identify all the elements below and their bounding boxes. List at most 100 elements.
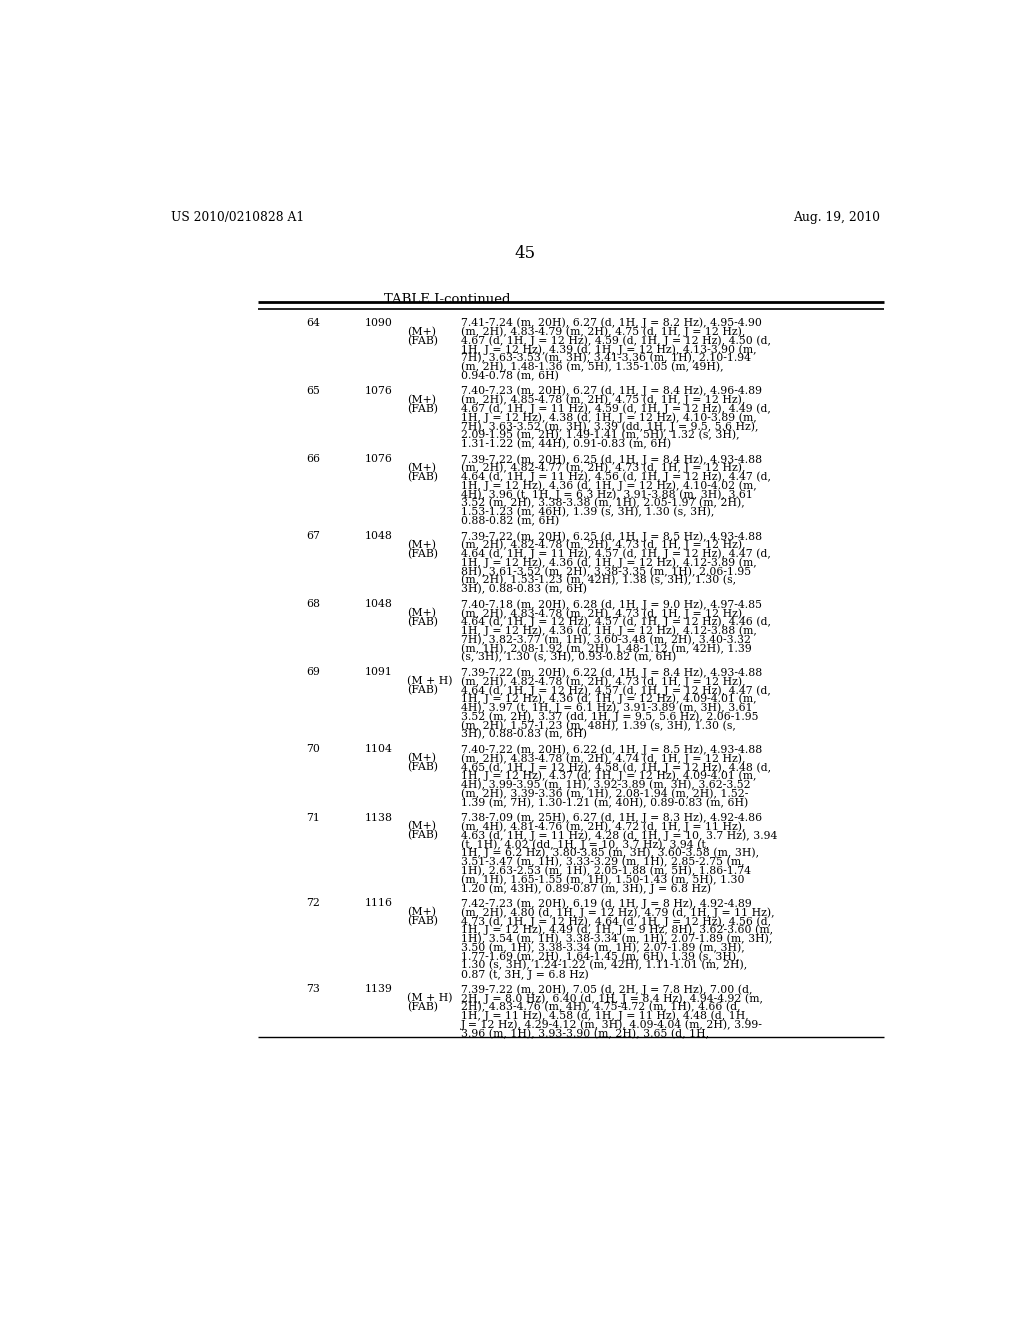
Text: 1091: 1091 bbox=[365, 668, 392, 677]
Text: (M + H): (M + H) bbox=[407, 676, 453, 686]
Text: 4H), 3.97 (t, 1H, J = 6.1 Hz), 3.91-3.89 (m, 3H), 3.61: 4H), 3.97 (t, 1H, J = 6.1 Hz), 3.91-3.89… bbox=[461, 702, 753, 713]
Text: 1138: 1138 bbox=[365, 813, 392, 822]
Text: 66: 66 bbox=[306, 454, 321, 465]
Text: (m, 2H), 4.82-4.77 (m, 2H), 4.73 (d, 1H, J = 12 Hz),: (m, 2H), 4.82-4.77 (m, 2H), 4.73 (d, 1H,… bbox=[461, 463, 745, 474]
Text: (m, 2H), 4.83-4.79 (m, 2H), 4.75 (d, 1H, J = 12 Hz),: (m, 2H), 4.83-4.79 (m, 2H), 4.75 (d, 1H,… bbox=[461, 326, 745, 337]
Text: (M+): (M+) bbox=[407, 540, 436, 550]
Text: 1H), 2.63-2.53 (m, 1H), 2.05-1.88 (m, 5H), 1.86-1.74: 1H), 2.63-2.53 (m, 1H), 2.05-1.88 (m, 5H… bbox=[461, 866, 752, 876]
Text: 7.39-7.22 (m, 20H), 7.05 (d, 2H, J = 7.8 Hz), 7.00 (d,: 7.39-7.22 (m, 20H), 7.05 (d, 2H, J = 7.8… bbox=[461, 985, 753, 995]
Text: 1H, J = 12 Hz), 4.36 (d, 1H, J = 12 Hz), 4.10-4.02 (m,: 1H, J = 12 Hz), 4.36 (d, 1H, J = 12 Hz),… bbox=[461, 480, 757, 491]
Text: 1048: 1048 bbox=[365, 599, 392, 610]
Text: 1H, J = 12 Hz), 4.36 (d, 1H, J = 12 Hz), 4.09-4.01 (m,: 1H, J = 12 Hz), 4.36 (d, 1H, J = 12 Hz),… bbox=[461, 694, 757, 705]
Text: 1139: 1139 bbox=[365, 985, 392, 994]
Text: (FAB): (FAB) bbox=[407, 916, 438, 927]
Text: 71: 71 bbox=[306, 813, 321, 822]
Text: 7H), 3.63-3.52 (m, 3H), 3.39 (dd, 1H, J = 9.5, 5.6 Hz),: 7H), 3.63-3.52 (m, 3H), 3.39 (dd, 1H, J … bbox=[461, 421, 759, 432]
Text: US 2010/0210828 A1: US 2010/0210828 A1 bbox=[171, 211, 304, 224]
Text: (m, 2H), 1.57-1.23 (m, 48H), 1.39 (s, 3H), 1.30 (s,: (m, 2H), 1.57-1.23 (m, 48H), 1.39 (s, 3H… bbox=[461, 721, 736, 731]
Text: 3.52 (m, 2H), 3.37 (dd, 1H, J = 9.5, 5.6 Hz), 2.06-1.95: 3.52 (m, 2H), 3.37 (dd, 1H, J = 9.5, 5.6… bbox=[461, 711, 759, 722]
Text: 1.53-1.23 (m, 46H), 1.39 (s, 3H), 1.30 (s, 3H),: 1.53-1.23 (m, 46H), 1.39 (s, 3H), 1.30 (… bbox=[461, 507, 715, 517]
Text: 3.52 (m, 2H), 3.38-3.38 (m, 1H), 2.05-1.97 (m, 2H),: 3.52 (m, 2H), 3.38-3.38 (m, 1H), 2.05-1.… bbox=[461, 499, 745, 508]
Text: 4.64 (d, 1H, J = 11 Hz), 4.56 (d, 1H, J = 12 Hz), 4.47 (d,: 4.64 (d, 1H, J = 11 Hz), 4.56 (d, 1H, J … bbox=[461, 471, 771, 482]
Text: 1H, J = 12 Hz), 4.36 (d, 1H, J = 12 Hz), 4.12-3.88 (m,: 1H, J = 12 Hz), 4.36 (d, 1H, J = 12 Hz),… bbox=[461, 626, 757, 636]
Text: 7.40-7.18 (m, 20H), 6.28 (d, 1H, J = 9.0 Hz), 4.97-4.85: 7.40-7.18 (m, 20H), 6.28 (d, 1H, J = 9.0… bbox=[461, 599, 762, 610]
Text: (FAB): (FAB) bbox=[407, 335, 438, 346]
Text: 3H), 0.88-0.83 (m, 6H): 3H), 0.88-0.83 (m, 6H) bbox=[461, 730, 587, 739]
Text: 1.39 (m, 7H), 1.30-1.21 (m, 40H), 0.89-0.83 (m, 6H): 1.39 (m, 7H), 1.30-1.21 (m, 40H), 0.89-0… bbox=[461, 797, 749, 808]
Text: 1H, J = 12 Hz), 4.38 (d, 1H, J = 12 Hz), 4.10-3.89 (m,: 1H, J = 12 Hz), 4.38 (d, 1H, J = 12 Hz),… bbox=[461, 412, 757, 424]
Text: 72: 72 bbox=[306, 899, 321, 908]
Text: 2H, J = 8.0 Hz), 6.40 (d, 1H, J = 8.4 Hz), 4.94-4.92 (m,: 2H, J = 8.0 Hz), 6.40 (d, 1H, J = 8.4 Hz… bbox=[461, 993, 763, 1003]
Text: 70: 70 bbox=[306, 744, 321, 754]
Text: 0.88-0.82 (m, 6H): 0.88-0.82 (m, 6H) bbox=[461, 516, 559, 527]
Text: 1.31-1.22 (m, 44H), 0.91-0.83 (m, 6H): 1.31-1.22 (m, 44H), 0.91-0.83 (m, 6H) bbox=[461, 440, 672, 449]
Text: (FAB): (FAB) bbox=[407, 762, 438, 772]
Text: 4.73 (d, 1H, J = 12 Hz), 4.64 (d, 1H, J = 12 Hz), 4.56 (d,: 4.73 (d, 1H, J = 12 Hz), 4.64 (d, 1H, J … bbox=[461, 916, 771, 927]
Text: (m, 2H), 4.85-4.78 (m, 2H), 4.75 (d, 1H, J = 12 Hz),: (m, 2H), 4.85-4.78 (m, 2H), 4.75 (d, 1H,… bbox=[461, 395, 745, 405]
Text: 68: 68 bbox=[306, 599, 321, 610]
Text: TABLE I-continued: TABLE I-continued bbox=[384, 293, 510, 306]
Text: (FAB): (FAB) bbox=[407, 1002, 438, 1012]
Text: (FAB): (FAB) bbox=[407, 685, 438, 696]
Text: (FAB): (FAB) bbox=[407, 471, 438, 482]
Text: 2H), 4.83-4.76 (m, 4H), 4.75-4.72 (m, 1H), 4.66 (d,: 2H), 4.83-4.76 (m, 4H), 4.75-4.72 (m, 1H… bbox=[461, 1002, 741, 1012]
Text: (M+): (M+) bbox=[407, 907, 436, 917]
Text: 2.09-1.95 (m, 2H), 1.49-1.41 (m, 5H), 1.32 (s, 3H),: 2.09-1.95 (m, 2H), 1.49-1.41 (m, 5H), 1.… bbox=[461, 430, 740, 441]
Text: 45: 45 bbox=[514, 244, 536, 261]
Text: (m, 1H), 1.65-1.55 (m, 1H), 1.50-1.43 (m, 5H), 1.30: (m, 1H), 1.65-1.55 (m, 1H), 1.50-1.43 (m… bbox=[461, 875, 744, 884]
Text: 3.51-3.47 (m, 1H), 3.33-3.29 (m, 1H), 2.85-2.75 (m,: 3.51-3.47 (m, 1H), 3.33-3.29 (m, 1H), 2.… bbox=[461, 857, 744, 867]
Text: (m, 1H), 2.08-1.92 (m, 2H), 1.48-1.12 (m, 42H), 1.39: (m, 1H), 2.08-1.92 (m, 2H), 1.48-1.12 (m… bbox=[461, 644, 752, 653]
Text: 0.87 (t, 3H, J = 6.8 Hz): 0.87 (t, 3H, J = 6.8 Hz) bbox=[461, 969, 589, 979]
Text: 3H), 0.88-0.83 (m, 6H): 3H), 0.88-0.83 (m, 6H) bbox=[461, 585, 587, 594]
Text: (FAB): (FAB) bbox=[407, 830, 438, 841]
Text: 4.65 (d, 1H, J = 12 Hz), 4.58 (d, 1H, J = 12 Hz), 4.48 (d,: 4.65 (d, 1H, J = 12 Hz), 4.58 (d, 1H, J … bbox=[461, 762, 771, 772]
Text: (m, 2H), 4.83-4.78 (m, 2H), 4.74 (d, 1H, J = 12 Hz),: (m, 2H), 4.83-4.78 (m, 2H), 4.74 (d, 1H,… bbox=[461, 754, 745, 764]
Text: 4H), 3.96 (t, 1H, J = 6.3 Hz), 3.91-3.88 (m, 3H), 3.61: 4H), 3.96 (t, 1H, J = 6.3 Hz), 3.91-3.88… bbox=[461, 490, 753, 500]
Text: 64: 64 bbox=[306, 318, 321, 327]
Text: (M+): (M+) bbox=[407, 463, 436, 474]
Text: 1104: 1104 bbox=[365, 744, 392, 754]
Text: (m, 2H), 1.48-1.36 (m, 5H), 1.35-1.05 (m, 49H),: (m, 2H), 1.48-1.36 (m, 5H), 1.35-1.05 (m… bbox=[461, 362, 724, 372]
Text: 7.41-7.24 (m, 20H), 6.27 (d, 1H, J = 8.2 Hz), 4.95-4.90: 7.41-7.24 (m, 20H), 6.27 (d, 1H, J = 8.2… bbox=[461, 318, 762, 329]
Text: 1116: 1116 bbox=[365, 899, 392, 908]
Text: (m, 2H), 4.80 (d, 1H, J = 12 Hz), 4.79 (d, 1H, J = 11 Hz),: (m, 2H), 4.80 (d, 1H, J = 12 Hz), 4.79 (… bbox=[461, 907, 775, 917]
Text: 1.77-1.69 (m, 2H), 1.64-1.45 (m, 6H), 1.39 (s, 3H),: 1.77-1.69 (m, 2H), 1.64-1.45 (m, 6H), 1.… bbox=[461, 952, 740, 962]
Text: J = 12 Hz), 4.29-4.12 (m, 3H), 4.09-4.04 (m, 2H), 3.99-: J = 12 Hz), 4.29-4.12 (m, 3H), 4.09-4.04… bbox=[461, 1019, 763, 1030]
Text: 7.40-7.22 (m, 20H), 6.22 (d, 1H, J = 8.5 Hz), 4.93-4.88: 7.40-7.22 (m, 20H), 6.22 (d, 1H, J = 8.5… bbox=[461, 744, 763, 755]
Text: 1090: 1090 bbox=[365, 318, 392, 327]
Text: 1H, J = 12 Hz), 4.36 (d, 1H, J = 12 Hz), 4.12-3.89 (m,: 1H, J = 12 Hz), 4.36 (d, 1H, J = 12 Hz),… bbox=[461, 557, 757, 568]
Text: (t, 1H), 4.02 (dd, 1H, J = 10, 3.7 Hz), 3.94 (t,: (t, 1H), 4.02 (dd, 1H, J = 10, 3.7 Hz), … bbox=[461, 840, 710, 850]
Text: 8H), 3.61-3.52 (m, 2H), 3.38-3.35 (m, 1H), 2.06-1.95: 8H), 3.61-3.52 (m, 2H), 3.38-3.35 (m, 1H… bbox=[461, 566, 752, 577]
Text: (M+): (M+) bbox=[407, 821, 436, 832]
Text: (m, 2H), 1.53-1.23 (m, 42H), 1.38 (s, 3H), 1.30 (s,: (m, 2H), 1.53-1.23 (m, 42H), 1.38 (s, 3H… bbox=[461, 576, 736, 586]
Text: 1H, J = 12 Hz), 4.39 (d, 1H, J = 12 Hz), 4.13-3.90 (m,: 1H, J = 12 Hz), 4.39 (d, 1H, J = 12 Hz),… bbox=[461, 345, 757, 355]
Text: 67: 67 bbox=[306, 531, 321, 541]
Text: (M+): (M+) bbox=[407, 609, 436, 618]
Text: 4.67 (d, 1H, J = 12 Hz), 4.59 (d, 1H, J = 12 Hz), 4.50 (d,: 4.67 (d, 1H, J = 12 Hz), 4.59 (d, 1H, J … bbox=[461, 335, 771, 346]
Text: (FAB): (FAB) bbox=[407, 404, 438, 414]
Text: 0.94-0.78 (m, 6H): 0.94-0.78 (m, 6H) bbox=[461, 371, 559, 381]
Text: 1048: 1048 bbox=[365, 531, 392, 541]
Text: 4.64 (d, 1H, J = 12 Hz), 4.57 (d, 1H, J = 12 Hz), 4.46 (d,: 4.64 (d, 1H, J = 12 Hz), 4.57 (d, 1H, J … bbox=[461, 616, 771, 627]
Text: Aug. 19, 2010: Aug. 19, 2010 bbox=[793, 211, 880, 224]
Text: 7.38-7.09 (m, 25H), 6.27 (d, 1H, J = 8.3 Hz), 4.92-4.86: 7.38-7.09 (m, 25H), 6.27 (d, 1H, J = 8.3… bbox=[461, 813, 763, 824]
Text: 1076: 1076 bbox=[365, 454, 392, 465]
Text: 7.42-7.23 (m, 20H), 6.19 (d, 1H, J = 8 Hz), 4.92-4.89: 7.42-7.23 (m, 20H), 6.19 (d, 1H, J = 8 H… bbox=[461, 899, 752, 909]
Text: 1076: 1076 bbox=[365, 385, 392, 396]
Text: (M + H): (M + H) bbox=[407, 993, 453, 1003]
Text: (FAB): (FAB) bbox=[407, 549, 438, 560]
Text: 3.50 (m, 1H), 3.38-3.34 (m, 1H), 2.07-1.89 (m, 3H),: 3.50 (m, 1H), 3.38-3.34 (m, 1H), 2.07-1.… bbox=[461, 942, 745, 953]
Text: 1H, J = 6.2 Hz), 3.80-3.85 (m, 3H), 3.60-3.58 (m, 3H),: 1H, J = 6.2 Hz), 3.80-3.85 (m, 3H), 3.60… bbox=[461, 847, 760, 858]
Text: 7H), 3.63-3.53 (m, 3H), 3.41-3.36 (m, 1H), 2.10-1.94: 7H), 3.63-3.53 (m, 3H), 3.41-3.36 (m, 1H… bbox=[461, 354, 752, 363]
Text: 7.39-7.22 (m, 20H), 6.25 (d, 1H, J = 8.5 Hz), 4.93-4.88: 7.39-7.22 (m, 20H), 6.25 (d, 1H, J = 8.5… bbox=[461, 531, 763, 541]
Text: 1H, J = 11 Hz), 4.58 (d, 1H, J = 11 Hz), 4.48 (d, 1H,: 1H, J = 11 Hz), 4.58 (d, 1H, J = 11 Hz),… bbox=[461, 1011, 749, 1022]
Text: 4.64 (d, 1H, J = 11 Hz), 4.57 (d, 1H, J = 12 Hz), 4.47 (d,: 4.64 (d, 1H, J = 11 Hz), 4.57 (d, 1H, J … bbox=[461, 549, 771, 560]
Text: (m, 2H), 4.82-4.78 (m, 2H), 4.73 (d, 1H, J = 12 Hz),: (m, 2H), 4.82-4.78 (m, 2H), 4.73 (d, 1H,… bbox=[461, 540, 745, 550]
Text: 3.96 (m, 1H), 3.93-3.90 (m, 2H), 3.65 (d, 1H,: 3.96 (m, 1H), 3.93-3.90 (m, 2H), 3.65 (d… bbox=[461, 1028, 710, 1039]
Text: 7H), 3.82-3.77 (m, 1H), 3.60-3.48 (m, 2H), 3.40-3.32: 7H), 3.82-3.77 (m, 1H), 3.60-3.48 (m, 2H… bbox=[461, 635, 752, 645]
Text: 1H), 3.54 (m, 1H), 3.38-3.34 (m, 1H), 2.07-1.89 (m, 3H),: 1H), 3.54 (m, 1H), 3.38-3.34 (m, 1H), 2.… bbox=[461, 933, 773, 944]
Text: 65: 65 bbox=[306, 385, 321, 396]
Text: 1.30 (s, 3H), 1.24-1.22 (m, 42H), 1.11-1.01 (m, 2H),: 1.30 (s, 3H), 1.24-1.22 (m, 42H), 1.11-1… bbox=[461, 961, 748, 970]
Text: 69: 69 bbox=[306, 668, 321, 677]
Text: 1H, J = 12 Hz), 4.49 (d, 1H, J = 9 Hz, 8H), 3.62-3.60 (m,: 1H, J = 12 Hz), 4.49 (d, 1H, J = 9 Hz, 8… bbox=[461, 925, 773, 936]
